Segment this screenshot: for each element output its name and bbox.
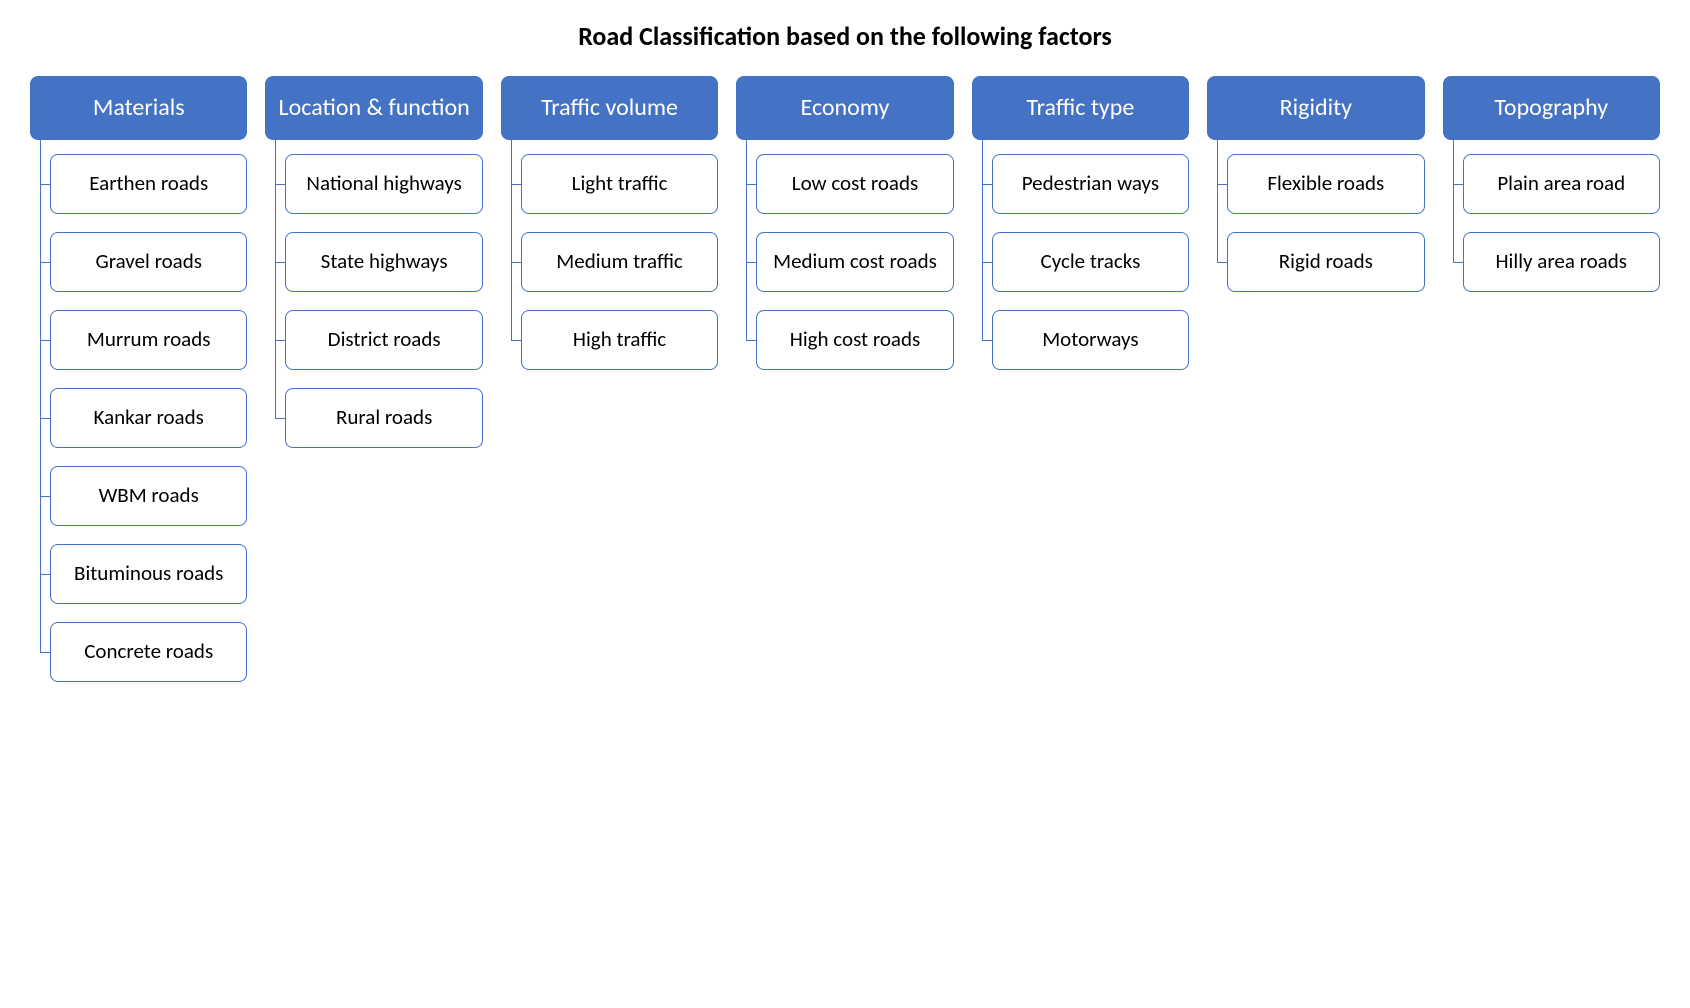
item-box: Earthen roads	[50, 154, 247, 214]
column-header: Materials	[30, 76, 247, 140]
column-header: Rigidity	[1207, 76, 1424, 140]
item-box: Gravel roads	[50, 232, 247, 292]
column-header: Traffic volume	[501, 76, 718, 140]
item-box: WBM roads	[50, 466, 247, 526]
item-wrap: Earthen roads	[50, 154, 247, 214]
item-box: National highways	[285, 154, 482, 214]
item-box: Light traffic	[521, 154, 718, 214]
item-box: Medium traffic	[521, 232, 718, 292]
item-wrap: State highways	[285, 232, 482, 292]
column-header: Location & function	[265, 76, 482, 140]
column-header: Traffic type	[972, 76, 1189, 140]
items-list: Earthen roads Gravel roads Murrum roads Kan…	[30, 154, 247, 682]
item-box: Kankar roads	[50, 388, 247, 448]
item-box: State highways	[285, 232, 482, 292]
item-box: Rural roads	[285, 388, 482, 448]
item-wrap: Motorways	[992, 310, 1189, 370]
item-wrap: Rigid roads	[1227, 232, 1424, 292]
column: Location & function National highways Stat…	[265, 76, 482, 682]
item-box: Cycle tracks	[992, 232, 1189, 292]
item-wrap: Medium cost roads	[756, 232, 953, 292]
connector-vertical	[1453, 140, 1454, 262]
item-wrap: Pedestrian ways	[992, 154, 1189, 214]
connector-vertical	[275, 140, 276, 418]
item-wrap: National highways	[285, 154, 482, 214]
item-box: High traffic	[521, 310, 718, 370]
diagram-title: Road Classification based on the followi…	[30, 20, 1660, 52]
item-box: Low cost roads	[756, 154, 953, 214]
connector-vertical	[1217, 140, 1218, 262]
columns-container: Materials Earthen roads Gravel roads Murrum…	[30, 76, 1660, 682]
item-box: High cost roads	[756, 310, 953, 370]
item-box: Bituminous roads	[50, 544, 247, 604]
items-list: Low cost roads Medium cost roads High cost…	[736, 154, 953, 370]
items-list: Light traffic Medium traffic High traffic	[501, 154, 718, 370]
item-wrap: Plain area road	[1463, 154, 1660, 214]
item-wrap: Medium traffic	[521, 232, 718, 292]
item-wrap: Flexible roads	[1227, 154, 1424, 214]
column: Economy Low cost roads Medium cost roads Hi…	[736, 76, 953, 682]
item-wrap: High traffic	[521, 310, 718, 370]
item-box: Plain area road	[1463, 154, 1660, 214]
items-list: Plain area road Hilly area roads	[1443, 154, 1660, 292]
column: Topography Plain area road Hilly area road…	[1443, 76, 1660, 682]
item-wrap: Rural roads	[285, 388, 482, 448]
column-header: Topography	[1443, 76, 1660, 140]
item-box: Medium cost roads	[756, 232, 953, 292]
item-box: Motorways	[992, 310, 1189, 370]
connector-vertical	[40, 140, 41, 652]
item-wrap: Hilly area roads	[1463, 232, 1660, 292]
column: Materials Earthen roads Gravel roads Murrum…	[30, 76, 247, 682]
item-wrap: Kankar roads	[50, 388, 247, 448]
item-wrap: Bituminous roads	[50, 544, 247, 604]
item-wrap: Concrete roads	[50, 622, 247, 682]
item-box: District roads	[285, 310, 482, 370]
column: Traffic volume Light traffic Medium traffi…	[501, 76, 718, 682]
column: Traffic type Pedestrian ways Cycle tracks M…	[972, 76, 1189, 682]
column-header: Economy	[736, 76, 953, 140]
item-wrap: WBM roads	[50, 466, 247, 526]
item-wrap: Gravel roads	[50, 232, 247, 292]
item-wrap: Cycle tracks	[992, 232, 1189, 292]
items-list: Pedestrian ways Cycle tracks Motorways	[972, 154, 1189, 370]
item-wrap: District roads	[285, 310, 482, 370]
item-box: Concrete roads	[50, 622, 247, 682]
item-wrap: Low cost roads	[756, 154, 953, 214]
item-box: Murrum roads	[50, 310, 247, 370]
item-box: Hilly area roads	[1463, 232, 1660, 292]
connector-vertical	[982, 140, 983, 340]
item-wrap: Murrum roads	[50, 310, 247, 370]
item-box: Rigid roads	[1227, 232, 1424, 292]
column: Rigidity Flexible roads Rigid roads	[1207, 76, 1424, 682]
item-wrap: Light traffic	[521, 154, 718, 214]
items-list: Flexible roads Rigid roads	[1207, 154, 1424, 292]
item-box: Flexible roads	[1227, 154, 1424, 214]
item-box: Pedestrian ways	[992, 154, 1189, 214]
items-list: National highways State highways District …	[265, 154, 482, 448]
connector-vertical	[746, 140, 747, 340]
item-wrap: High cost roads	[756, 310, 953, 370]
connector-vertical	[511, 140, 512, 340]
